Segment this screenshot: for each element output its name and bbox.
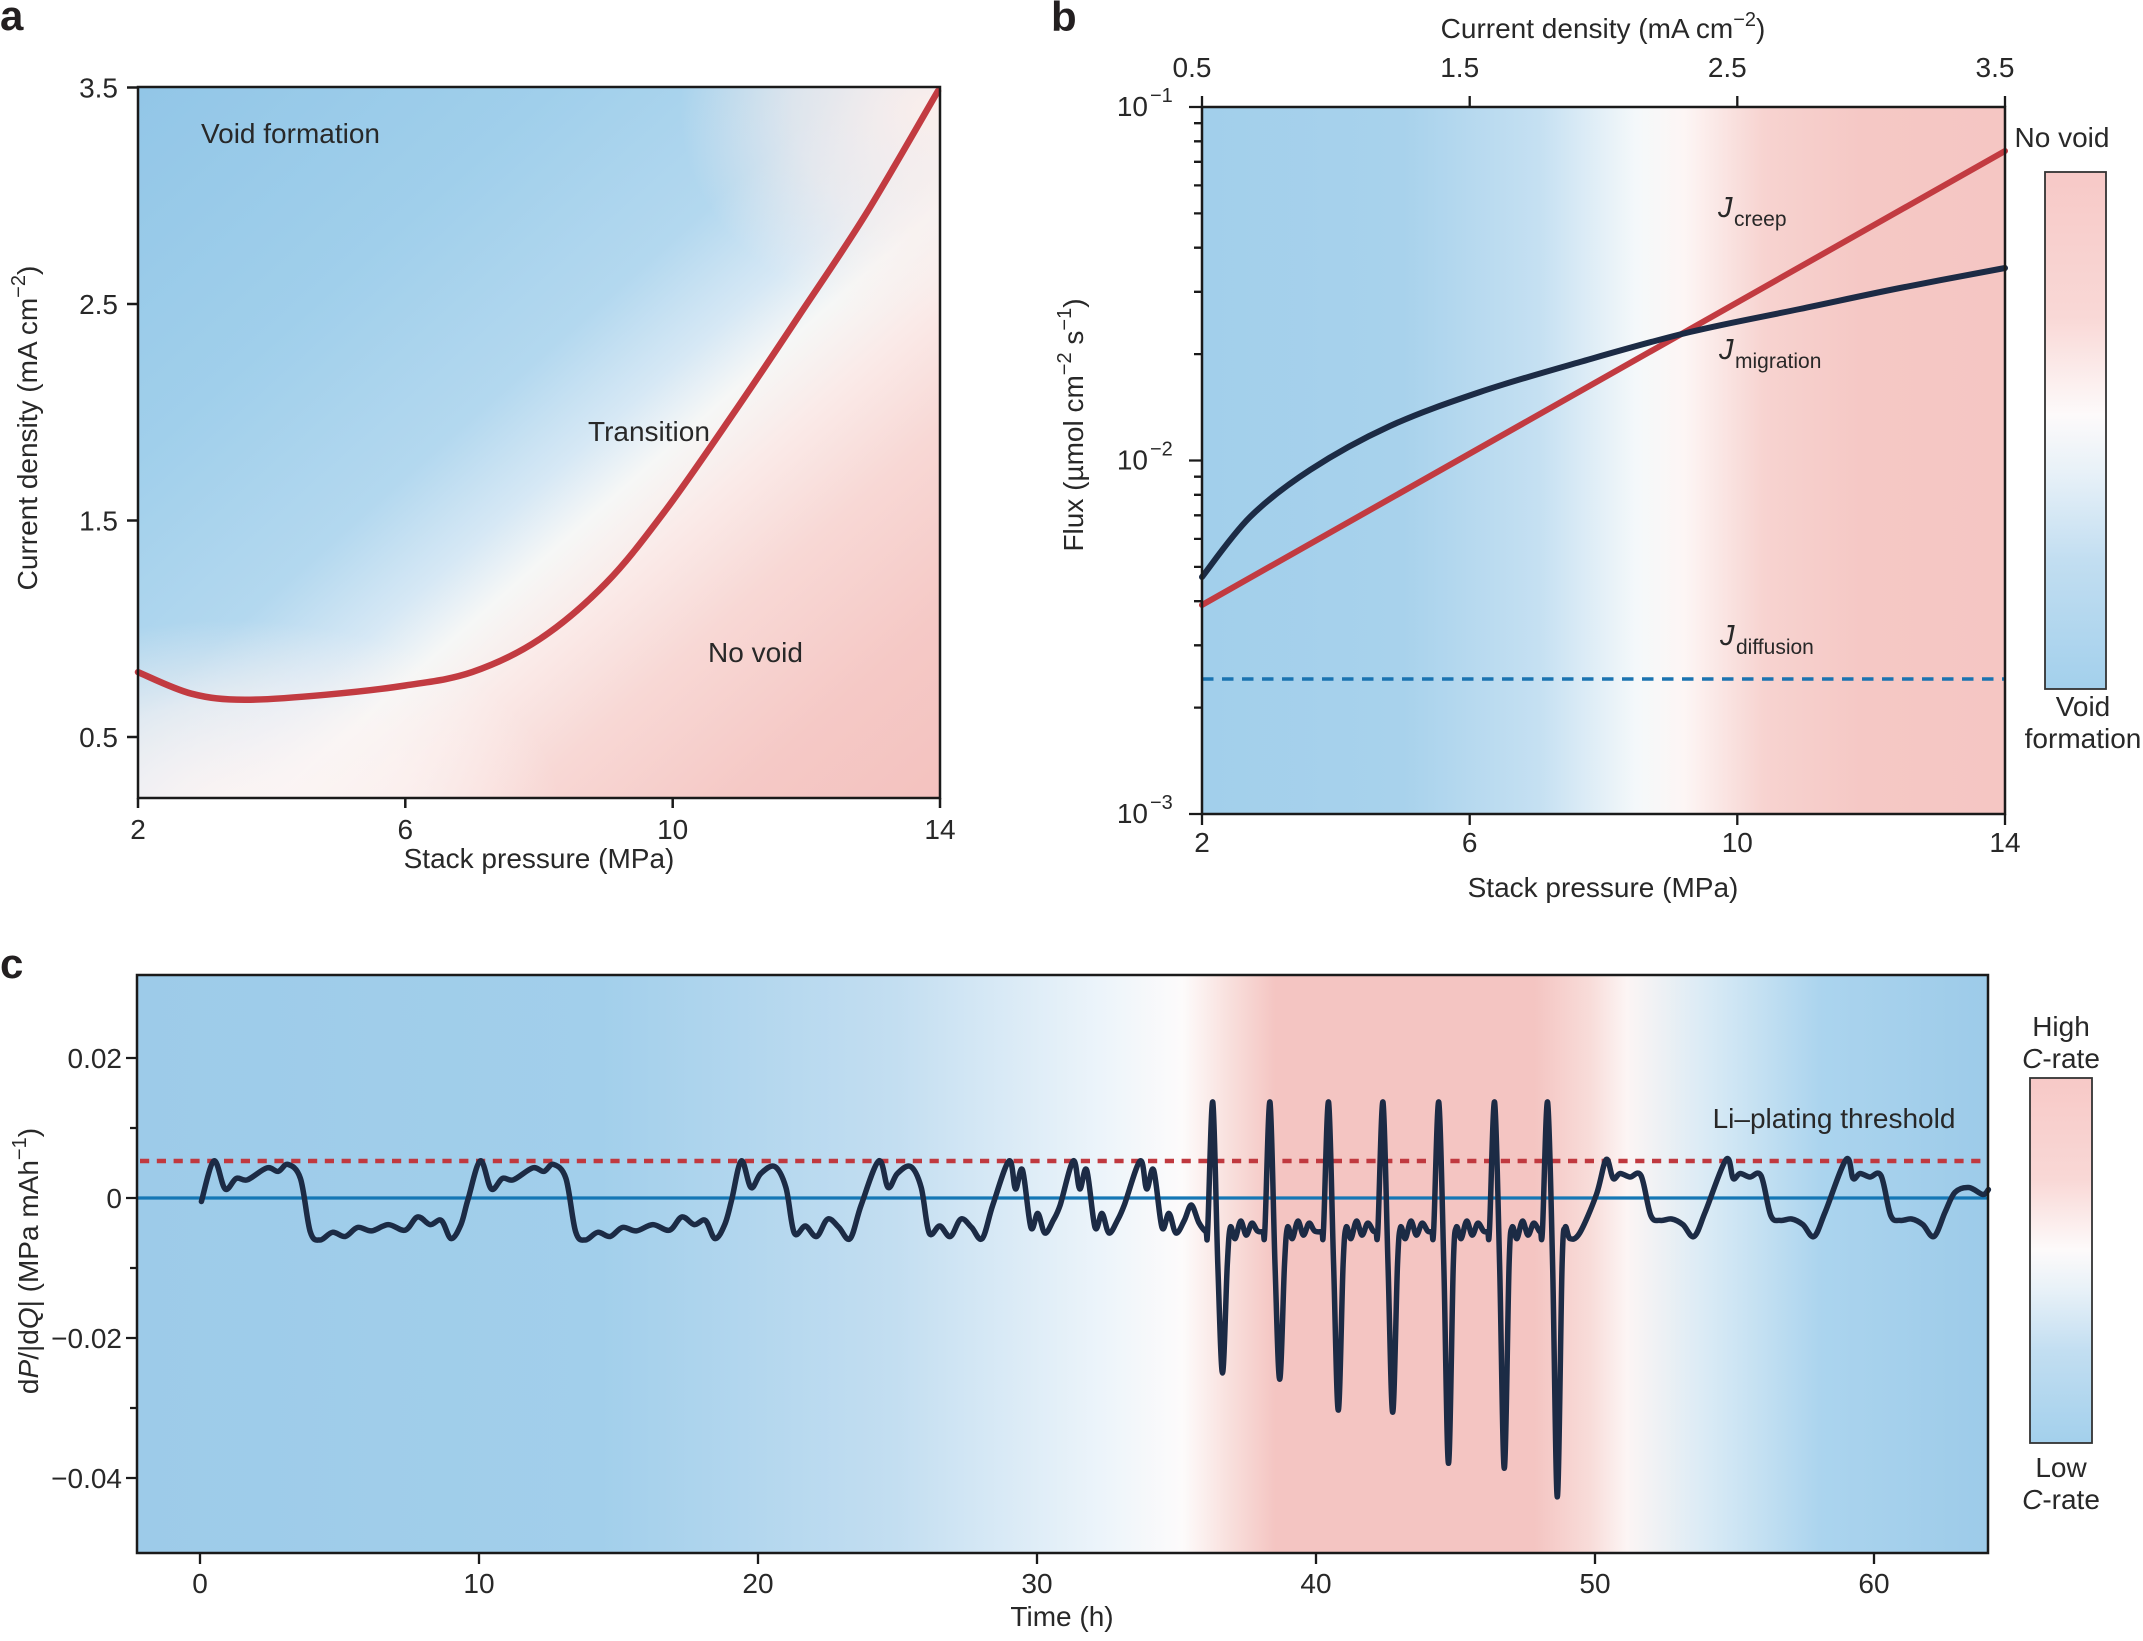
svg-text:2: 2 [1194, 827, 1210, 858]
svg-text:1.5: 1.5 [1440, 52, 1479, 83]
svg-text:C-rate: C-rate [2022, 1484, 2100, 1515]
svg-text:−3: −3 [1150, 792, 1173, 814]
svg-text:1.5: 1.5 [79, 506, 118, 537]
svg-text:Low: Low [2035, 1452, 2087, 1483]
svg-text:40: 40 [1300, 1568, 1331, 1599]
svg-text:No void: No void [2015, 122, 2110, 153]
svg-text:J: J [1719, 620, 1735, 652]
svg-text:formation: formation [2025, 723, 2142, 754]
svg-text:0.02: 0.02 [68, 1043, 123, 1074]
svg-text:Current density (mA cm−2): Current density (mA cm−2) [1441, 9, 1766, 44]
svg-text:3.5: 3.5 [1976, 52, 2015, 83]
svg-text:10: 10 [1722, 827, 1753, 858]
svg-text:30: 30 [1021, 1568, 1052, 1599]
svg-text:dP/|dQ| (MPa mAh−1): dP/|dQ| (MPa mAh−1) [9, 1128, 44, 1394]
svg-text:0: 0 [106, 1183, 122, 1214]
svg-text:−0.02: −0.02 [51, 1323, 122, 1354]
svg-text:10: 10 [1117, 91, 1148, 122]
svg-text:−2: −2 [1150, 439, 1173, 461]
svg-text:14: 14 [1989, 827, 2020, 858]
svg-text:10: 10 [1117, 798, 1148, 829]
svg-text:c: c [0, 940, 23, 987]
svg-text:−1: −1 [1150, 85, 1173, 107]
svg-text:2.5: 2.5 [79, 289, 118, 320]
svg-text:a: a [0, 0, 24, 39]
svg-text:−0.04: −0.04 [51, 1463, 122, 1494]
svg-text:0.5: 0.5 [79, 722, 118, 753]
svg-text:Stack pressure (MPa): Stack pressure (MPa) [404, 843, 675, 874]
svg-text:10: 10 [1117, 445, 1148, 476]
svg-text:14: 14 [924, 814, 955, 845]
svg-text:20: 20 [742, 1568, 773, 1599]
svg-text:High: High [2032, 1011, 2090, 1042]
svg-text:50: 50 [1579, 1568, 1610, 1599]
svg-text:2.5: 2.5 [1708, 52, 1747, 83]
svg-text:0: 0 [192, 1568, 208, 1599]
svg-text:Stack pressure (MPa): Stack pressure (MPa) [1468, 872, 1739, 903]
svg-text:J: J [1717, 192, 1733, 224]
svg-text:Void formation: Void formation [201, 118, 380, 149]
svg-text:6: 6 [1462, 827, 1478, 858]
svg-text:C-rate: C-rate [2022, 1043, 2100, 1074]
svg-text:2: 2 [130, 814, 146, 845]
svg-text:Li–plating threshold: Li–plating threshold [1713, 1103, 1956, 1134]
svg-text:Flux (µmol cm−2 s−1): Flux (µmol cm−2 s−1) [1054, 298, 1089, 551]
svg-text:10: 10 [657, 814, 688, 845]
svg-text:Time (h): Time (h) [1010, 1601, 1113, 1632]
svg-text:b: b [1051, 0, 1077, 40]
svg-text:Void: Void [2056, 691, 2111, 722]
svg-text:migration: migration [1735, 350, 1821, 373]
svg-text:60: 60 [1858, 1568, 1889, 1599]
svg-text:No void: No void [708, 637, 803, 668]
svg-text:creep: creep [1734, 208, 1787, 231]
svg-text:diffusion: diffusion [1736, 636, 1814, 659]
svg-text:Transition: Transition [588, 416, 710, 447]
svg-text:10: 10 [463, 1568, 494, 1599]
svg-text:J: J [1718, 334, 1734, 366]
svg-text:3.5: 3.5 [79, 73, 118, 104]
svg-text:Current density (mA cm−2): Current density (mA cm−2) [8, 266, 43, 591]
svg-text:6: 6 [398, 814, 414, 845]
svg-text:0.5: 0.5 [1173, 52, 1212, 83]
